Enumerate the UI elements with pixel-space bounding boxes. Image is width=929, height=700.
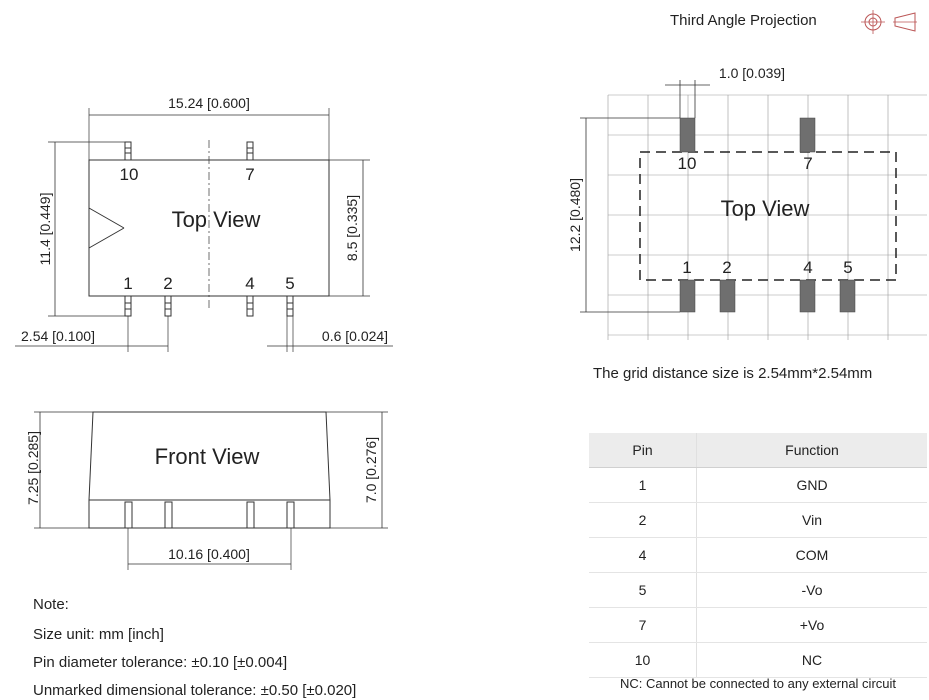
grid-pin-width-dimension: 1.0 [0.039] — [719, 65, 785, 81]
note-heading: Note: — [33, 596, 69, 613]
function-cell: COM — [696, 537, 927, 573]
function-column-header: Function — [696, 433, 927, 468]
note-line-3: Unmarked dimensional tolerance: ±0.50 [±… — [33, 682, 357, 699]
front-view-right-height-dimension: 7.0 [0.276] — [363, 437, 379, 503]
function-cell: GND — [696, 467, 927, 503]
grid-caption: The grid distance size is 2.54mm*2.54mm — [593, 365, 873, 382]
table-row: 5 -Vo — [589, 572, 927, 608]
grid-package-outline — [639, 151, 897, 281]
top-view-outer-height-dimension: 11.4 [0.449] — [37, 193, 53, 266]
function-cell: NC — [696, 642, 927, 678]
table-row: 7 +Vo — [589, 607, 927, 643]
grid-pin-label-2: 2 — [722, 258, 731, 277]
table-row: 1 GND — [589, 467, 927, 503]
note-line-1: Size unit: mm [inch] — [33, 626, 164, 643]
grid-pin-label-4: 4 — [803, 258, 812, 277]
orientation-mark-upper — [88, 207, 125, 229]
top-view-title: Top View — [172, 207, 261, 232]
grid-pin-label-10: 10 — [678, 154, 697, 173]
pin-label-7: 7 — [245, 165, 254, 184]
pin-cell: 2 — [589, 502, 697, 538]
pin-cell: 1 — [589, 467, 697, 503]
grid-view-title: Top View — [721, 196, 810, 221]
function-cell: +Vo — [696, 607, 927, 643]
pin-cell: 10 — [589, 642, 697, 678]
grid-pin-label-5: 5 — [843, 258, 852, 277]
table-row: 10 NC — [589, 642, 927, 678]
front-view-span-dimension: 10.16 [0.400] — [168, 546, 250, 562]
pin-label-2: 2 — [163, 274, 172, 293]
projection-label: Third Angle Projection — [670, 12, 817, 29]
pin-label-5: 5 — [285, 274, 294, 293]
table-header-row: Pin Function — [589, 433, 927, 468]
top-pins-lower — [124, 295, 294, 317]
front-view-base — [88, 499, 331, 529]
third-angle-projection-icon — [861, 10, 917, 34]
pin-label-10: 10 — [120, 165, 139, 184]
pin-cell: 4 — [589, 537, 697, 573]
top-pins-upper — [124, 141, 254, 161]
pin-cell: 7 — [589, 607, 697, 643]
front-view-left-height-dimension: 7.25 [0.285] — [25, 431, 41, 505]
grid-pads — [679, 117, 856, 313]
orientation-mark-lower — [88, 227, 125, 249]
grid-view-diagram — [580, 80, 927, 340]
table-row: 2 Vin — [589, 502, 927, 538]
top-view-width-dimension: 15.24 [0.600] — [168, 95, 250, 111]
pin-width-dimension: 0.6 [0.024] — [322, 328, 388, 344]
grid-pin-label-7: 7 — [803, 154, 812, 173]
pin-column-header: Pin — [589, 433, 697, 468]
note-line-2: Pin diameter tolerance: ±0.10 [±0.004] — [33, 654, 288, 671]
grid-pin-label-1: 1 — [682, 258, 691, 277]
grid-height-dimension: 12.2 [0.480] — [567, 178, 583, 252]
pin-pitch-dimension: 2.54 [0.100] — [21, 328, 95, 344]
top-view-inner-height-dimension: 8.5 [0.335] — [344, 195, 360, 261]
pin-function-table: Pin Function 1 GND 2 Vin 4 COM 5 -Vo 7 +… — [589, 433, 927, 678]
pin-label-4: 4 — [245, 274, 254, 293]
function-cell: Vin — [696, 502, 927, 538]
pin-cell: 5 — [589, 572, 697, 608]
front-view-diagram — [34, 411, 388, 570]
table-footnote: NC: Cannot be connected to any external … — [619, 676, 897, 691]
top-view-diagram — [15, 108, 393, 352]
table-row: 4 COM — [589, 537, 927, 573]
pin-label-1: 1 — [123, 274, 132, 293]
front-view-title: Front View — [155, 444, 260, 469]
function-cell: -Vo — [696, 572, 927, 608]
